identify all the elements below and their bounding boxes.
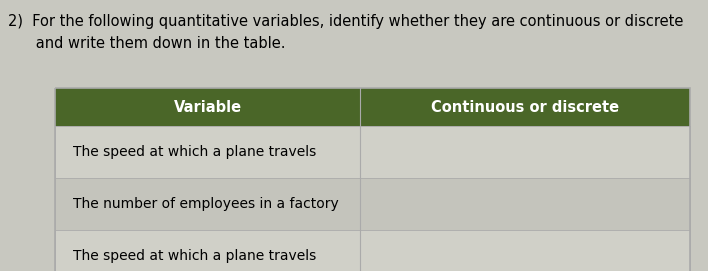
Text: and write them down in the table.: and write them down in the table. <box>8 36 285 51</box>
Text: The speed at which a plane travels: The speed at which a plane travels <box>73 249 316 263</box>
Bar <box>360 178 690 230</box>
Bar <box>55 230 360 271</box>
Text: The number of employees in a factory: The number of employees in a factory <box>73 197 338 211</box>
Bar <box>360 230 690 271</box>
Text: 2)  For the following quantitative variables, identify whether they are continuo: 2) For the following quantitative variab… <box>8 14 683 29</box>
Bar <box>55 178 360 230</box>
Text: Continuous or discrete: Continuous or discrete <box>431 99 619 115</box>
Bar <box>55 126 360 178</box>
Bar <box>360 88 690 126</box>
Bar <box>55 88 360 126</box>
Text: Variable: Variable <box>173 99 241 115</box>
Bar <box>55 88 690 271</box>
Text: The speed at which a plane travels: The speed at which a plane travels <box>73 145 316 159</box>
Bar <box>360 126 690 178</box>
